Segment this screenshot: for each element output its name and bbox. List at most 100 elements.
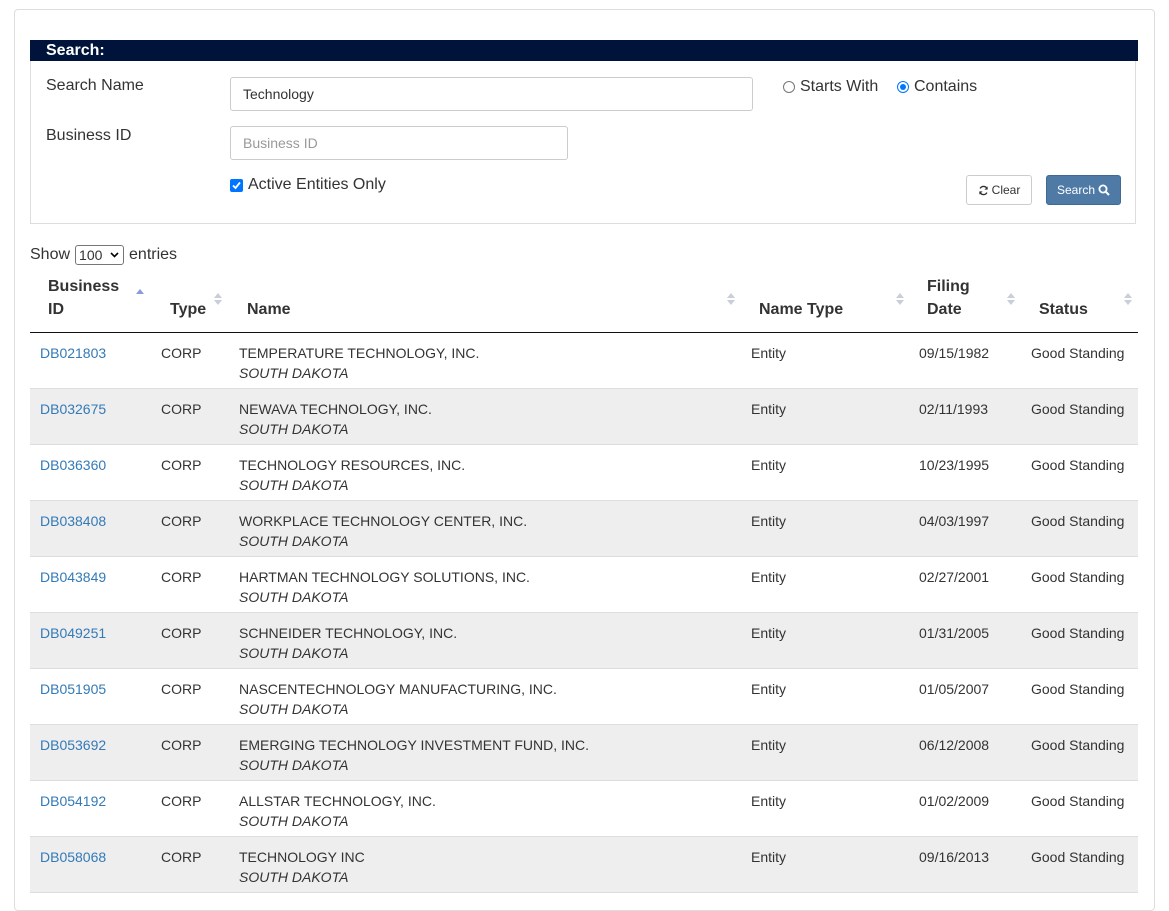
radio-starts-with-button[interactable] [783, 81, 795, 93]
name-type: Entity [751, 345, 787, 361]
entity-type: CORP [161, 849, 202, 865]
entity-status: Good Standing [1031, 345, 1125, 361]
entity-name: NEWAVA TECHNOLOGY, INC. [239, 401, 432, 417]
entity-status: Good Standing [1031, 513, 1125, 529]
column-header-filing-date[interactable]: Filing Date [927, 275, 970, 321]
sort-asc-icon [136, 289, 144, 294]
entity-status: Good Standing [1031, 457, 1125, 473]
radio-starts-with[interactable]: Starts With [783, 78, 878, 96]
business-id-link[interactable]: DB038408 [40, 513, 107, 529]
entity-type: CORP [161, 345, 202, 361]
column-header-business-id-line2: ID [48, 301, 64, 318]
entity-type: CORP [161, 793, 202, 809]
column-header-business-id-line1: Business [48, 278, 120, 295]
business-id-link[interactable]: DB058068 [40, 849, 107, 865]
entity-type: CORP [161, 401, 202, 417]
table-row: DB054192 CORP ALLSTAR TECHNOLOGY, INC. SO… [30, 781, 1138, 837]
refresh-icon [978, 185, 988, 195]
table-row: DB021803 CORP TEMPERATURE TECHNOLOGY, IN… [30, 333, 1138, 389]
entity-name: TEMPERATURE TECHNOLOGY, INC. [239, 345, 480, 361]
search-name-label: Search Name [46, 77, 144, 94]
business-id-link[interactable]: DB036360 [40, 457, 107, 473]
name-type: Entity [751, 625, 787, 641]
entity-name: TECHNOLOGY RESOURCES, INC. [239, 457, 466, 473]
entity-status: Good Standing [1031, 849, 1125, 865]
entity-name-cell: SCHNEIDER TECHNOLOGY, INC. SOUTH DAKOTA [239, 625, 457, 661]
radio-contains-button[interactable] [897, 81, 909, 93]
business-id-link[interactable]: DB049251 [40, 625, 107, 641]
search-button-label: Search [1056, 183, 1096, 197]
entity-status: Good Standing [1031, 401, 1125, 417]
business-id-label: Business ID [46, 127, 132, 144]
business-id-link[interactable]: DB032675 [40, 401, 107, 417]
sort-both-icon [1007, 293, 1015, 305]
table-row: DB043849 CORP HARTMAN TECHNOLOGY SOLUTIO… [30, 557, 1138, 613]
show-label: Show [30, 246, 71, 263]
table-header: Business ID Type Name Name Type Filing D… [30, 270, 1138, 333]
entity-name-cell: EMERGING TECHNOLOGY INVESTMENT FUND, INC… [239, 737, 589, 773]
entity-type: CORP [161, 737, 202, 753]
entries-select-value: 100 [79, 247, 103, 263]
results-table: Business ID Type Name Name Type Filing D… [30, 270, 1138, 893]
name-type: Entity [751, 401, 787, 417]
filing-date: 09/16/2013 [919, 849, 990, 865]
table-row: DB058068 CORP TECHNOLOGY INC SOUTH DAKOTA… [30, 837, 1138, 893]
entity-name-cell: TECHNOLOGY RESOURCES, INC. SOUTH DAKOTA [239, 457, 465, 493]
entity-name: TECHNOLOGY INC [239, 849, 365, 865]
business-id-link[interactable]: DB021803 [40, 345, 107, 361]
filing-date: 06/12/2008 [919, 737, 990, 753]
business-id-input[interactable] [230, 126, 568, 160]
entity-status: Good Standing [1031, 793, 1125, 809]
filing-date: 02/11/1993 [919, 401, 989, 417]
chevron-down-icon [110, 252, 119, 258]
table-row: DB051905 CORP NASCENTECHNOLOGY MANUFACTU… [30, 669, 1138, 725]
entity-name-cell: ALLSTAR TECHNOLOGY, INC. SOUTH DAKOTA [239, 793, 436, 829]
column-header-name[interactable]: Name [247, 301, 291, 318]
entity-name-cell: TECHNOLOGY INC SOUTH DAKOTA [239, 849, 365, 885]
filing-date: 01/31/2005 [919, 625, 990, 641]
entity-name-cell: WORKPLACE TECHNOLOGY CENTER, INC. SOUTH D… [239, 513, 527, 549]
business-id-link[interactable]: DB054192 [40, 793, 107, 809]
column-header-name-type[interactable]: Name Type [759, 301, 844, 318]
entity-state: SOUTH DAKOTA [239, 421, 349, 437]
business-id-link[interactable]: DB051905 [40, 681, 107, 697]
entity-name-cell: NEWAVA TECHNOLOGY, INC. SOUTH DAKOTA [239, 401, 432, 437]
entity-name-cell: HARTMAN TECHNOLOGY SOLUTIONS, INC. SOUTH … [239, 569, 530, 605]
search-panel [30, 40, 1136, 224]
sort-both-icon [214, 293, 222, 305]
clear-button[interactable]: Clear [966, 175, 1032, 205]
entity-type: CORP [161, 625, 202, 641]
active-entities-checkbox[interactable] [230, 179, 243, 192]
column-header-type[interactable]: Type [170, 301, 207, 318]
entity-state: SOUTH DAKOTA [239, 757, 349, 773]
business-id-link[interactable]: DB043849 [40, 569, 107, 585]
table-row: DB049251 CORP SCHNEIDER TECHNOLOGY, INC.… [30, 613, 1138, 669]
sort-both-icon [727, 293, 735, 305]
entity-name: EMERGING TECHNOLOGY INVESTMENT FUND, INC… [239, 737, 590, 753]
filing-date: 10/23/1995 [919, 457, 990, 473]
name-type: Entity [751, 457, 787, 473]
radio-starts-with-label: Starts With [800, 78, 879, 95]
radio-contains[interactable]: Contains [897, 78, 977, 96]
name-type: Entity [751, 793, 787, 809]
entries-select[interactable]: 100 [75, 245, 125, 265]
search-button[interactable]: Search [1046, 175, 1121, 205]
entity-name: WORKPLACE TECHNOLOGY CENTER, INC. [239, 513, 528, 529]
entity-name: SCHNEIDER TECHNOLOGY, INC. [239, 625, 458, 641]
search-header: Search: [30, 40, 1138, 61]
business-id-link[interactable]: DB053692 [40, 737, 107, 753]
search-name-input[interactable] [230, 77, 753, 111]
entity-name: HARTMAN TECHNOLOGY SOLUTIONS, INC. [239, 569, 530, 585]
entity-state: SOUTH DAKOTA [239, 365, 349, 381]
entity-state: SOUTH DAKOTA [239, 813, 349, 829]
radio-contains-label: Contains [914, 78, 978, 95]
column-header-filing-date-line1: Filing [927, 278, 970, 295]
entity-state: SOUTH DAKOTA [239, 645, 349, 661]
table-row: DB053692 CORP EMERGING TECHNOLOGY INVEST… [30, 725, 1138, 781]
entity-type: CORP [161, 513, 202, 529]
filing-date: 09/15/1982 [919, 345, 990, 361]
checkmark-icon [232, 181, 241, 190]
column-header-status[interactable]: Status [1039, 301, 1088, 318]
column-header-business-id[interactable]: Business ID [48, 275, 119, 321]
name-type: Entity [751, 569, 787, 585]
